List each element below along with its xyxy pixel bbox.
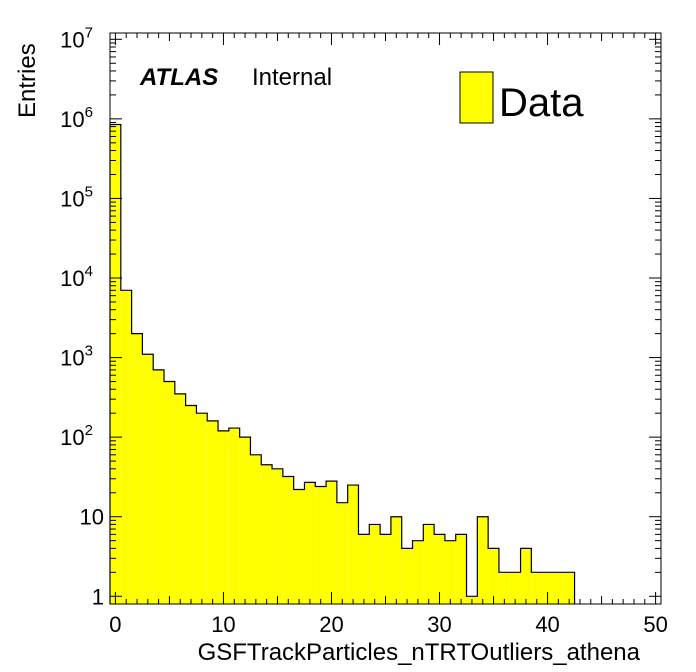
histogram-bar — [444, 540, 456, 604]
histogram-bar — [261, 464, 273, 604]
histogram-bar — [552, 572, 564, 604]
x-tick-label: 50 — [643, 612, 667, 637]
x-tick-label: 20 — [319, 612, 343, 637]
histogram-bar — [142, 354, 154, 604]
histogram-bar — [369, 524, 381, 604]
histogram-bar — [164, 381, 175, 604]
histogram-bar — [563, 572, 575, 604]
histogram-bar — [120, 290, 132, 604]
histogram-bar — [315, 486, 327, 604]
histogram-bar — [250, 454, 262, 604]
histogram-bar — [336, 502, 348, 604]
y-tick-label: 107 — [60, 24, 93, 52]
histogram-bar — [358, 534, 370, 604]
histogram-bar — [174, 393, 186, 604]
histogram-bar — [304, 482, 316, 604]
y-axis-ticks — [110, 38, 661, 597]
histogram-bar — [293, 489, 305, 604]
histogram-bar — [326, 481, 337, 604]
x-axis-tick-labels: 0 10 20 30 40 50 — [109, 612, 668, 637]
histogram-bar — [239, 437, 251, 604]
histogram-bar — [498, 572, 510, 604]
x-axis-ticks — [114, 33, 657, 604]
histogram-bars — [110, 124, 575, 605]
histogram-bar — [153, 369, 165, 604]
y-tick-label: 106 — [60, 104, 93, 132]
x-tick-label: 40 — [535, 612, 559, 637]
legend-swatch — [459, 71, 494, 124]
histogram-bar — [185, 405, 197, 604]
histogram-bar — [455, 534, 467, 604]
histogram-bar — [207, 420, 219, 604]
histogram-bar — [196, 413, 208, 604]
x-tick-label: 30 — [427, 612, 451, 637]
x-axis-title: GSFTrackParticles_nTRTOutliers_athena — [198, 639, 641, 666]
y-axis-tick-labels: 1 10 102 103 104 105 106 107 — [60, 24, 104, 609]
histogram-bar — [272, 468, 283, 604]
histogram-bar — [412, 540, 424, 604]
x-tick-label: 10 — [211, 612, 235, 637]
histogram-bar — [110, 124, 121, 605]
histogram-bar — [509, 572, 521, 604]
y-tick-label: 105 — [60, 183, 93, 211]
histogram-bar — [347, 485, 359, 604]
y-axis-title: Entries — [14, 43, 41, 118]
histogram-bar — [218, 430, 229, 604]
legend-label: Data — [499, 81, 584, 125]
histogram-bar — [131, 333, 143, 604]
histogram-bar — [282, 476, 294, 604]
internal-label: Internal — [252, 64, 332, 91]
histogram-bar — [488, 548, 499, 604]
y-tick-label: 102 — [60, 422, 93, 450]
histogram-bar — [401, 548, 413, 604]
y-tick-label: 1 — [92, 584, 104, 609]
histogram-bar — [423, 524, 435, 604]
atlas-label: ATLAS — [139, 64, 218, 91]
histogram-bar — [477, 516, 489, 604]
x-tick-label: 0 — [109, 612, 121, 637]
histogram-outline — [109, 123, 576, 604]
histogram-bar — [390, 516, 402, 604]
histogram-bar — [228, 428, 240, 604]
histogram-bar — [531, 572, 543, 604]
histogram-bar — [520, 548, 532, 604]
y-tick-label: 10 — [80, 505, 104, 530]
histogram-bar — [434, 534, 445, 604]
histogram-bar — [542, 572, 553, 604]
histogram-bar — [380, 534, 391, 604]
y-tick-label: 104 — [60, 263, 93, 291]
y-tick-label: 103 — [60, 343, 93, 371]
